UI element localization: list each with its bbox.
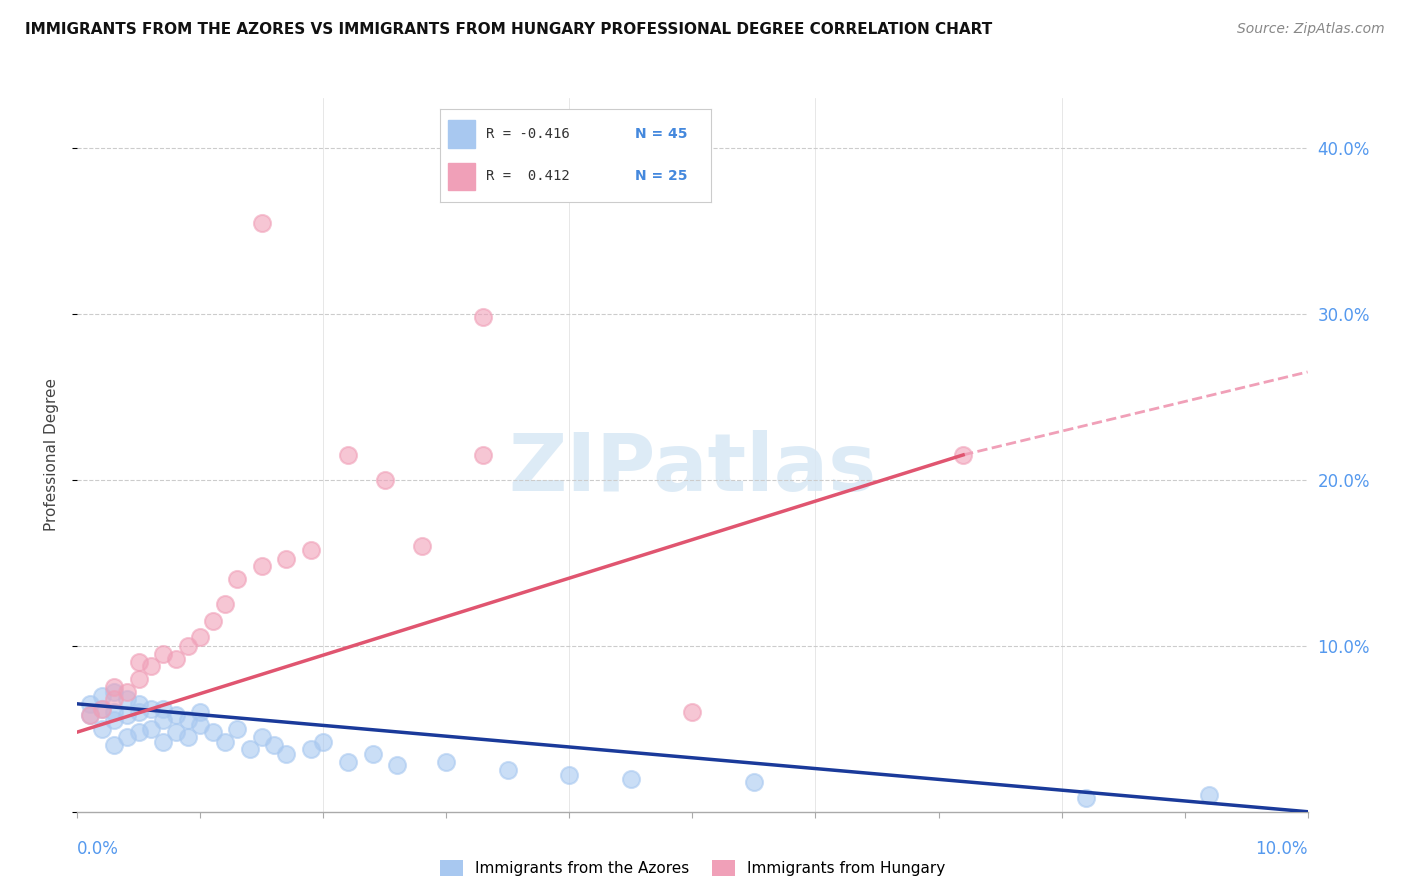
Point	[90, 702, 114, 716]
Point	[374, 473, 396, 487]
Point	[90, 689, 114, 703]
Point	[188, 705, 212, 719]
Point	[276, 552, 298, 566]
Point	[250, 730, 273, 744]
Point	[337, 755, 360, 769]
Point	[620, 772, 643, 786]
Text: IMMIGRANTS FROM THE AZORES VS IMMIGRANTS FROM HUNGARY PROFESSIONAL DEGREE CORREL: IMMIGRANTS FROM THE AZORES VS IMMIGRANTS…	[25, 22, 993, 37]
Point	[128, 697, 150, 711]
Point	[115, 685, 138, 699]
Point	[79, 697, 101, 711]
Point	[201, 725, 224, 739]
Point	[337, 448, 360, 462]
Point	[188, 631, 212, 645]
Text: ZIPatlas: ZIPatlas	[509, 430, 876, 508]
Point	[361, 747, 384, 761]
Point	[201, 614, 224, 628]
Point	[90, 702, 114, 716]
Point	[115, 691, 138, 706]
Legend: Immigrants from the Azores, Immigrants from Hungary: Immigrants from the Azores, Immigrants f…	[433, 855, 952, 882]
Text: 10.0%: 10.0%	[1256, 840, 1308, 858]
Point	[177, 730, 200, 744]
Point	[103, 739, 125, 753]
Point	[103, 714, 125, 728]
Point	[128, 672, 150, 686]
Point	[742, 775, 765, 789]
Text: Source: ZipAtlas.com: Source: ZipAtlas.com	[1237, 22, 1385, 37]
Point	[152, 735, 174, 749]
Point	[165, 652, 187, 666]
Point	[385, 758, 409, 772]
Point	[472, 310, 495, 325]
Point	[177, 639, 200, 653]
Point	[276, 747, 298, 761]
Point	[152, 647, 174, 661]
Point	[239, 741, 262, 756]
Point	[152, 702, 174, 716]
Point	[1076, 791, 1098, 805]
Point	[188, 718, 212, 732]
Y-axis label: Professional Degree: Professional Degree	[44, 378, 59, 532]
Point	[177, 714, 200, 728]
Point	[250, 559, 273, 574]
Point	[141, 702, 163, 716]
Point	[682, 705, 704, 719]
Point	[115, 730, 138, 744]
Point	[115, 708, 138, 723]
Point	[1198, 788, 1220, 802]
Point	[165, 708, 187, 723]
Point	[128, 656, 150, 670]
Point	[558, 768, 581, 782]
Point	[165, 725, 187, 739]
Point	[250, 216, 273, 230]
Point	[472, 448, 495, 462]
Point	[496, 763, 519, 777]
Point	[128, 705, 150, 719]
Point	[90, 722, 114, 736]
Point	[141, 658, 163, 673]
Point	[226, 573, 249, 587]
Text: 0.0%: 0.0%	[77, 840, 120, 858]
Point	[952, 448, 974, 462]
Point	[411, 539, 433, 553]
Point	[226, 722, 249, 736]
Point	[214, 597, 236, 611]
Point	[299, 542, 322, 557]
Point	[214, 735, 236, 749]
Point	[103, 705, 125, 719]
Point	[128, 725, 150, 739]
Point	[152, 714, 174, 728]
Point	[263, 739, 285, 753]
Point	[79, 708, 101, 723]
Point	[436, 755, 458, 769]
Point	[103, 691, 125, 706]
Point	[79, 708, 101, 723]
Point	[141, 722, 163, 736]
Point	[312, 735, 335, 749]
Point	[103, 685, 125, 699]
Point	[103, 680, 125, 694]
Point	[299, 741, 322, 756]
